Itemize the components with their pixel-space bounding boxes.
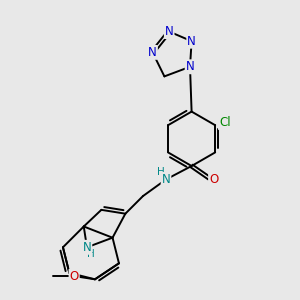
Text: N: N (148, 46, 157, 59)
Text: N: N (165, 25, 174, 38)
Text: N: N (162, 173, 170, 186)
Text: H: H (87, 249, 95, 259)
Text: O: O (70, 270, 79, 283)
Text: H: H (157, 167, 165, 177)
Text: N: N (186, 60, 194, 73)
Text: N: N (82, 241, 91, 254)
Text: N: N (187, 35, 196, 48)
Text: O: O (209, 173, 218, 186)
Text: Cl: Cl (219, 116, 231, 129)
